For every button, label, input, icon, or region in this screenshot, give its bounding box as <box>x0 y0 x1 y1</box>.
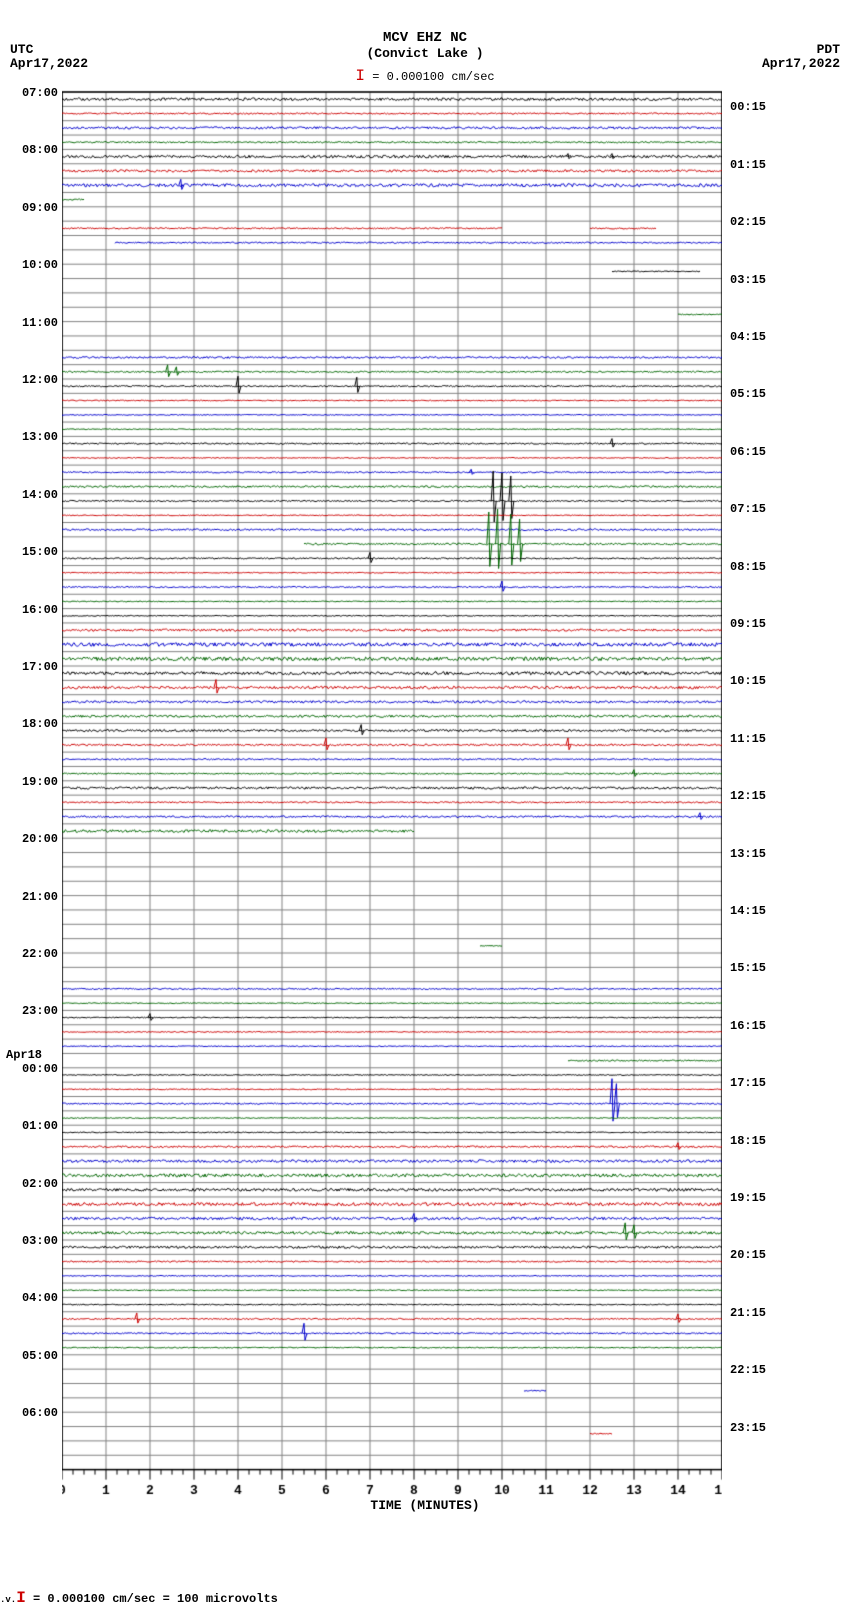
scale-info: I = 0.000100 cm/sec <box>0 67 850 85</box>
utc-time-label: 02:00 <box>6 1177 58 1191</box>
pdt-time-label: 17:15 <box>730 1076 782 1090</box>
pdt-time-label: 04:15 <box>730 330 782 344</box>
x-axis-label: TIME (MINUTES) <box>0 1498 850 1513</box>
pdt-time-label: 12:15 <box>730 789 782 803</box>
date-right: Apr17,2022 <box>762 56 840 71</box>
utc-time-label: 23:00 <box>6 1004 58 1018</box>
pdt-time-label: 14:15 <box>730 904 782 918</box>
utc-time-label: 08:00 <box>6 143 58 157</box>
pdt-time-label: 02:15 <box>730 215 782 229</box>
pdt-time-label: 19:15 <box>730 1191 782 1205</box>
pdt-time-label: 22:15 <box>730 1363 782 1377</box>
pdt-time-label: 16:15 <box>730 1019 782 1033</box>
pdt-time-label: 09:15 <box>730 617 782 631</box>
utc-time-label: 18:00 <box>6 717 58 731</box>
utc-time-label: 03:00 <box>6 1234 58 1248</box>
date-left: Apr17,2022 <box>10 56 88 71</box>
utc-time-label: 19:00 <box>6 775 58 789</box>
timezone-right: PDT <box>817 42 840 57</box>
utc-time-label: 10:00 <box>6 258 58 272</box>
pdt-time-label: 00:15 <box>730 100 782 114</box>
utc-time-label: 09:00 <box>6 201 58 215</box>
pdt-time-label: 21:15 <box>730 1306 782 1320</box>
pdt-time-label: 13:15 <box>730 847 782 861</box>
pdt-time-label: 08:15 <box>730 560 782 574</box>
utc-time-label: 07:00 <box>6 86 58 100</box>
utc-time-label: 20:00 <box>6 832 58 846</box>
utc-time-label: 06:00 <box>6 1406 58 1420</box>
pdt-time-label: 05:15 <box>730 387 782 401</box>
utc-time-label: 15:00 <box>6 545 58 559</box>
seismogram-plot <box>62 90 722 1575</box>
utc-time-label: 01:00 <box>6 1119 58 1133</box>
pdt-time-label: 06:15 <box>730 445 782 459</box>
pdt-time-label: 03:15 <box>730 273 782 287</box>
pdt-time-label: 10:15 <box>730 674 782 688</box>
pdt-time-label: 15:15 <box>730 961 782 975</box>
utc-time-label: 16:00 <box>6 603 58 617</box>
utc-time-label: 14:00 <box>6 488 58 502</box>
pdt-time-label: 01:15 <box>730 158 782 172</box>
utc-time-label: 17:00 <box>6 660 58 674</box>
pdt-time-label: 11:15 <box>730 732 782 746</box>
pdt-time-label: 23:15 <box>730 1421 782 1435</box>
timezone-left: UTC <box>10 42 33 57</box>
pdt-time-label: 18:15 <box>730 1134 782 1148</box>
utc-time-label: 05:00 <box>6 1349 58 1363</box>
pdt-time-label: 20:15 <box>730 1248 782 1262</box>
pdt-time-label: 07:15 <box>730 502 782 516</box>
utc-time-label: 12:00 <box>6 373 58 387</box>
location-subtitle: (Convict Lake ) <box>0 46 850 61</box>
utc-time-label: 11:00 <box>6 316 58 330</box>
utc-time-label: 00:00 <box>6 1062 58 1076</box>
utc-time-label: 13:00 <box>6 430 58 444</box>
station-title: MCV EHZ NC <box>0 0 850 46</box>
utc-time-label: 21:00 <box>6 890 58 904</box>
utc-time-label: 22:00 <box>6 947 58 961</box>
footer-scale: .v.I = 0.000100 cm/sec = 100 microvolts <box>0 1589 278 1607</box>
utc-time-label: 04:00 <box>6 1291 58 1305</box>
date-break-label: Apr18 <box>6 1048 42 1062</box>
